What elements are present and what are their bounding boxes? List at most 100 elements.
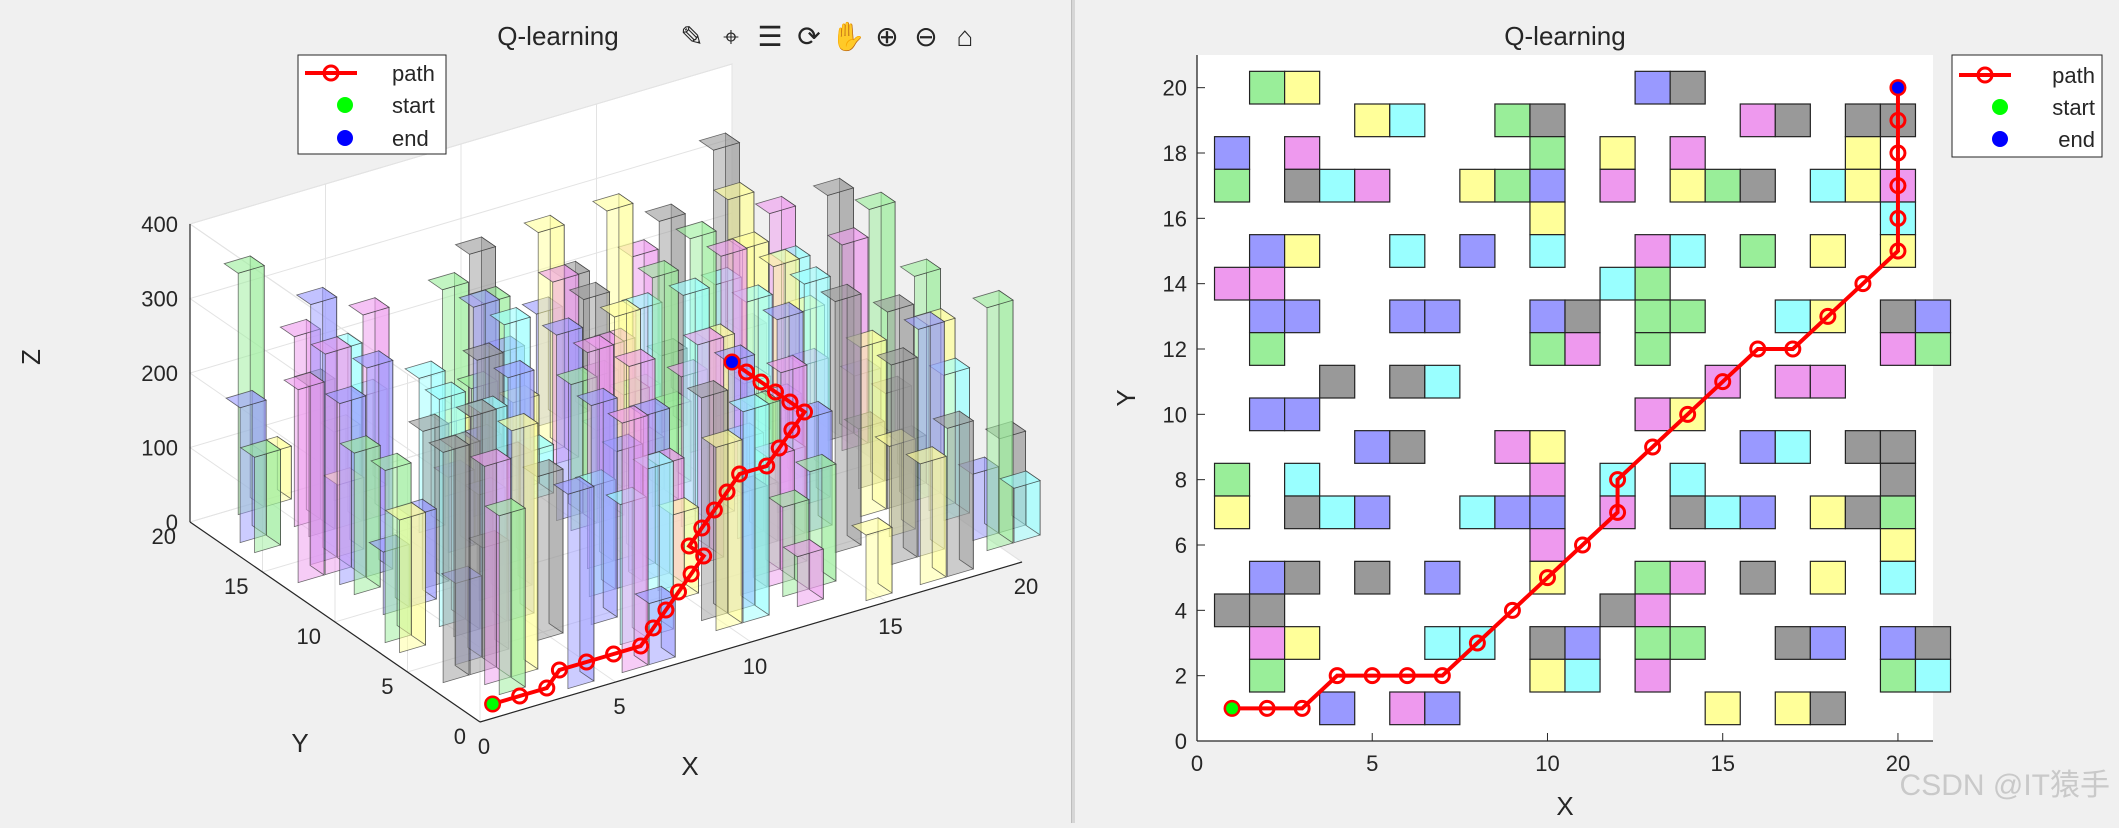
axes-2d: 0 5 10 15 20 0 2 4 6 8 10 12 14 16 18 20: [1163, 55, 1933, 776]
path-point: [1644, 438, 1662, 456]
pan-icon[interactable]: ✋: [831, 20, 866, 52]
bar-face: [668, 277, 711, 296]
bar-face: [579, 476, 595, 682]
obstacle-cell: [1809, 495, 1846, 530]
rotate-3d-icon[interactable]: ⟳: [797, 21, 820, 52]
obstacle-cell: [1739, 103, 1776, 138]
bar-face: [489, 307, 532, 326]
bar-face: [523, 214, 566, 234]
obstacle-cell: [1248, 626, 1286, 660]
bar-face: [675, 221, 718, 240]
path-point: [632, 637, 650, 655]
bar-face: [903, 311, 946, 330]
y-tick-label: 15: [224, 574, 248, 599]
obstacle-bar: [999, 470, 1042, 544]
zoom-out-icon[interactable]: ⊖: [914, 21, 937, 52]
obstacle-bar: [932, 410, 975, 578]
legend-end-label: end: [2058, 127, 2095, 152]
obstacle-cell: [1879, 332, 1917, 366]
obstacle-cell: [1389, 234, 1426, 268]
obstacle-cell: [1284, 136, 1321, 170]
y-tick-label: 20: [1163, 76, 1187, 101]
bar-face: [812, 177, 855, 196]
obstacle-cell: [1284, 70, 1321, 105]
watermark-text: CSDN @IT猿手: [1900, 769, 2110, 802]
x-tick-label: 15: [878, 614, 902, 639]
z-tick-label: 100: [141, 436, 178, 461]
obstacle-cell: [1669, 462, 1706, 497]
path-point: [783, 421, 801, 439]
x-axis-line: [479, 561, 1023, 723]
bar-face: [469, 448, 512, 467]
obstacle-cell: [1739, 495, 1776, 530]
bar-face: [712, 181, 755, 201]
obstacle-cell: [1914, 299, 1952, 334]
obstacle-cell: [1704, 495, 1741, 530]
bar-face: [239, 439, 282, 458]
obstacle-bar: [905, 445, 948, 586]
obstacle-cell: [1529, 332, 1566, 366]
obstacle-cell: [1844, 103, 1882, 138]
path-point: [752, 373, 770, 391]
zoom-in-icon[interactable]: ⊕: [875, 21, 898, 52]
obstacle-cell: [1529, 201, 1566, 236]
chart-2d-title: Q-learning: [1504, 21, 1625, 51]
home-icon[interactable]: ⌂: [957, 21, 974, 52]
figure-splitter[interactable]: [1071, 0, 1075, 823]
obstacle-cell: [1634, 70, 1671, 105]
brush-icon[interactable]: ✎: [680, 21, 703, 52]
bar-face: [827, 227, 869, 246]
start-point: [1226, 702, 1239, 715]
obstacle-cell: [1564, 299, 1601, 334]
legend-path-label: path: [392, 61, 435, 86]
obstacle-cell: [1669, 136, 1706, 170]
path-point: [1889, 177, 1907, 195]
obstacle-cell: [1809, 168, 1846, 203]
legend-toggle-icon[interactable]: ☰: [757, 21, 782, 52]
x-tick-label: 5: [1366, 751, 1378, 776]
obstacle-cell: [1634, 332, 1671, 366]
x-tick-label: 10: [1535, 751, 1559, 776]
path-point: [1609, 503, 1627, 521]
obstacle-cell: [1879, 299, 1917, 334]
obstacle-cell: [1284, 560, 1321, 595]
obstacle-cell: [1879, 462, 1917, 497]
obstacle-cell: [1284, 626, 1321, 660]
bar-face: [899, 258, 942, 277]
path-point: [770, 439, 788, 457]
bar-face: [728, 394, 771, 413]
bar-face: [348, 297, 390, 316]
bar-face: [754, 195, 797, 215]
bar-face: [851, 517, 893, 536]
obstacle-cell: [1248, 593, 1286, 628]
obstacle-cell: [1774, 299, 1811, 334]
obstacle-cell: [1669, 70, 1706, 105]
x-tick-label: 0: [478, 734, 490, 759]
obstacle-cell: [1634, 560, 1671, 595]
bar-face: [820, 283, 863, 303]
obstacle-cell: [1774, 364, 1811, 399]
obstacle-cell: [1809, 234, 1846, 268]
path-point: [550, 661, 568, 679]
obstacle-cell: [1914, 332, 1952, 366]
legend-2d: path start end: [1951, 54, 2103, 158]
data-cursor-icon[interactable]: ⌖: [723, 21, 739, 52]
y-tick-label: 18: [1163, 141, 1187, 166]
legend-end-marker: [337, 130, 353, 146]
obstacle-cell: [1634, 299, 1671, 334]
bar-face: [762, 301, 805, 321]
bar-face: [821, 453, 837, 582]
bar-face: [998, 289, 1014, 544]
path-point: [1293, 699, 1311, 717]
bar-face: [958, 410, 974, 570]
bar-face: [225, 390, 268, 409]
obstacle-cell: [1669, 299, 1706, 334]
path-point: [718, 483, 736, 501]
obstacle-bar: [845, 329, 888, 518]
path-point: [680, 537, 698, 555]
obstacle-bar: [522, 458, 564, 642]
legend-start-label: start: [2052, 95, 2095, 120]
x-axis-label-2d: X: [1556, 791, 1573, 821]
bar-face: [614, 348, 656, 367]
